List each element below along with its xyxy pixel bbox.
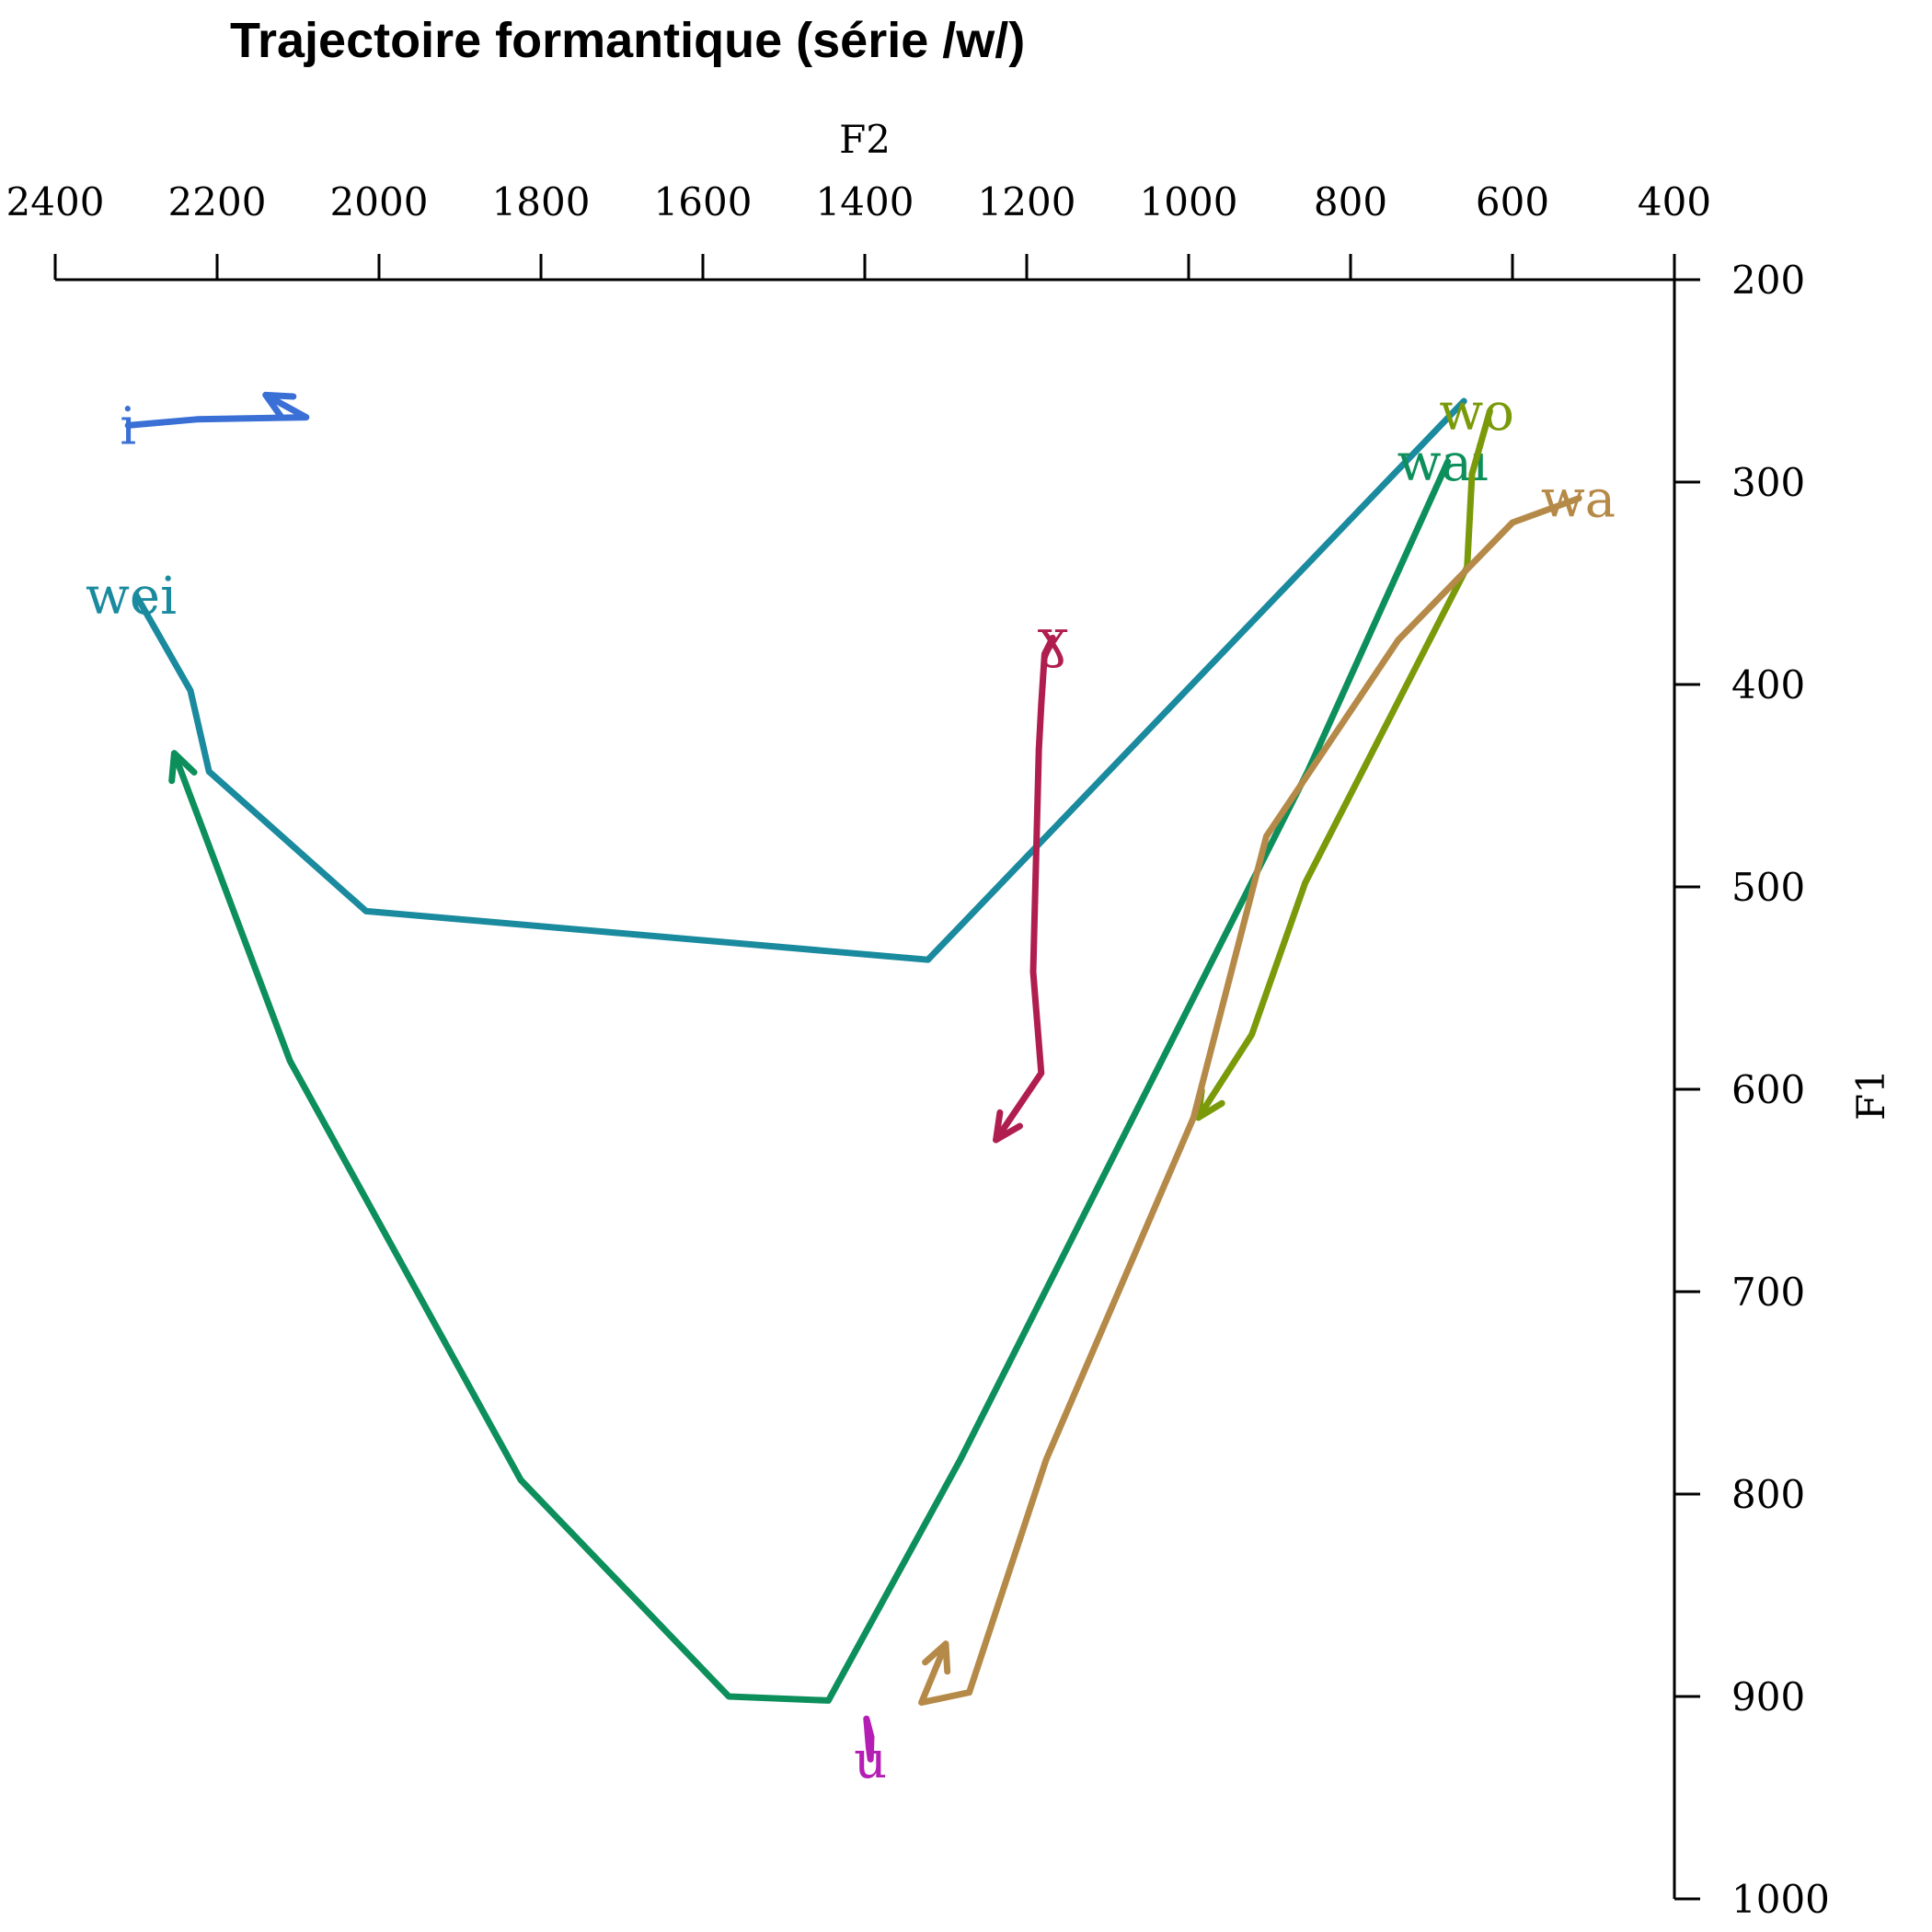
arrow-head: [922, 1640, 951, 1675]
series-line: [1195, 408, 1493, 1121]
series-3: wa: [918, 470, 1616, 1707]
series-label: u: [854, 1731, 887, 1790]
series-5: ɣ: [993, 609, 1068, 1144]
arrow-head: [993, 1109, 1023, 1144]
x-tick-label: 2400: [6, 179, 105, 224]
series-line: [918, 495, 1582, 1707]
y-axis-label: F1: [1848, 1069, 1893, 1121]
series-line: [993, 634, 1056, 1144]
series-label: ɣ: [1037, 609, 1068, 669]
y-tick-label: 900: [1731, 1674, 1805, 1719]
x-tick-label: 2200: [168, 179, 267, 224]
series-1: wai: [168, 433, 1489, 1704]
x-tick-label: 1800: [492, 179, 591, 224]
x-tick-label: 2000: [330, 179, 429, 224]
y-tick-label: 300: [1731, 460, 1805, 505]
arrow-head: [168, 750, 198, 785]
y-tick-label: 200: [1731, 258, 1805, 303]
series-label: i: [120, 397, 136, 456]
series-2: wo: [1195, 383, 1514, 1121]
chart-title: Trajectoire formantique (série /w/): [230, 13, 1025, 68]
y-tick-label: 700: [1731, 1270, 1805, 1315]
x-tick-label: 1000: [1140, 179, 1238, 224]
series-label: wo: [1439, 383, 1514, 443]
y-tick-label: 600: [1731, 1067, 1805, 1112]
series-line: [863, 1715, 875, 1763]
series-label: wei: [86, 567, 177, 627]
x-axis-label: F2: [839, 117, 891, 162]
series-label: wa: [1541, 470, 1616, 530]
axes: 2400 2200 2000 1800 1600 1400 1200 1000 800 600 40…: [6, 179, 1830, 1922]
y-tick-label: 800: [1731, 1472, 1805, 1517]
x-tick-label: 1600: [654, 179, 753, 224]
series-6: u: [854, 1715, 887, 1790]
y-tick-label: 1000: [1731, 1877, 1830, 1922]
arrow-head: [262, 391, 297, 421]
y-tick-label: 500: [1731, 865, 1805, 910]
series-line: [170, 458, 1452, 1704]
y-tick-label: 400: [1731, 662, 1805, 707]
series-4: i: [120, 391, 310, 456]
x-tick-label: 600: [1476, 179, 1549, 224]
series-line: [124, 391, 310, 429]
x-tick-label: 1200: [978, 179, 1076, 224]
x-tick-label: 1400: [816, 179, 914, 224]
x-tick-label: 800: [1314, 179, 1387, 224]
x-tick-label: 400: [1638, 179, 1711, 224]
series-line: [132, 397, 1467, 963]
series-0: wei: [86, 397, 1467, 963]
